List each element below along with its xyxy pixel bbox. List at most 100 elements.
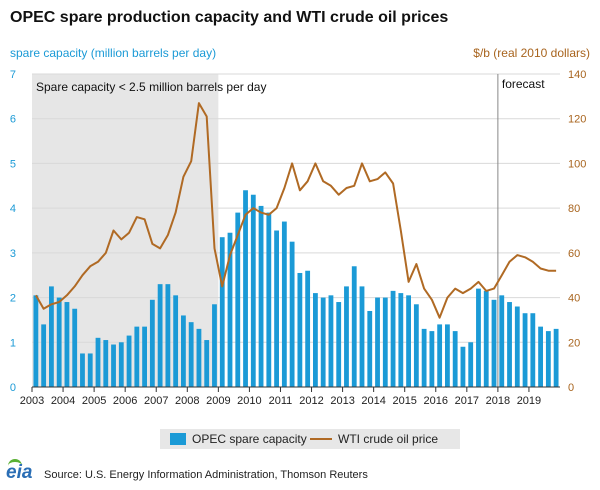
bar: [41, 324, 47, 387]
bar: [181, 315, 186, 387]
bar: [87, 353, 93, 387]
left-tick-label: 0: [10, 382, 16, 394]
x-tick-label: 2016: [424, 395, 448, 407]
right-tick-label: 0: [568, 382, 574, 394]
bar: [476, 288, 481, 387]
bar: [305, 270, 311, 387]
bar: [212, 304, 217, 387]
bar: [281, 221, 287, 387]
left-tick-label: 3: [10, 248, 16, 260]
bar: [328, 295, 334, 387]
right-tick-label: 20: [568, 337, 580, 349]
bar: [204, 340, 210, 387]
left-tick-label: 4: [10, 203, 16, 215]
x-tick-label: 2018: [486, 395, 510, 407]
bar: [530, 313, 536, 387]
bar: [235, 212, 241, 387]
bar: [149, 299, 155, 387]
bar: [188, 322, 194, 387]
bar: [522, 313, 528, 387]
bar: [80, 353, 85, 387]
chart-title: OPEC spare production capacity and WTI c…: [10, 9, 449, 26]
source-note: Source: U.S. Energy Information Administ…: [44, 469, 368, 481]
bar: [507, 302, 512, 387]
bar: [103, 340, 109, 387]
right-tick-label: 80: [568, 203, 580, 215]
bar: [118, 342, 124, 387]
legend-label-bars: OPEC spare capacity: [192, 432, 307, 446]
right-tick-label: 60: [568, 248, 580, 260]
bar: [56, 297, 62, 387]
bar: [165, 284, 171, 387]
bar: [413, 304, 419, 387]
bar: [320, 297, 326, 387]
legend-swatch-line: [310, 438, 332, 440]
x-tick-label: 2017: [455, 395, 479, 407]
bar: [382, 297, 388, 387]
left-tick-label: 1: [10, 337, 16, 349]
left-tick-label: 2: [10, 293, 16, 305]
legend-item-line: WTI crude oil price: [310, 432, 438, 446]
bar: [351, 266, 357, 387]
shaded-region: [32, 74, 219, 387]
bar: [367, 310, 373, 387]
x-tick-label: 2015: [392, 395, 416, 407]
footer: eia Source: U.S. Energy Information Admi…: [0, 459, 600, 486]
left-tick-label: 7: [10, 69, 16, 81]
bar: [196, 328, 202, 387]
x-tick-label: 2019: [517, 395, 541, 407]
bar: [429, 331, 435, 387]
bar: [111, 344, 116, 387]
bar: [344, 286, 349, 387]
bar: [243, 190, 248, 387]
bar: [375, 297, 380, 387]
bar: [250, 194, 256, 387]
bar: [64, 302, 70, 387]
bar: [219, 237, 225, 387]
shaded-region-label: Spare capacity < 2.5 million barrels per…: [36, 80, 266, 94]
bar: [421, 328, 427, 387]
x-tick-label: 2011: [269, 395, 293, 407]
bar: [445, 324, 450, 387]
left-tick-label: 6: [10, 114, 16, 126]
x-tick-label: 2008: [175, 395, 199, 407]
bar: [483, 290, 489, 387]
legend-item-bars: OPEC spare capacity: [170, 432, 307, 446]
legend-swatch-bars: [170, 433, 186, 445]
x-tick-label: 2013: [330, 395, 354, 407]
bar: [491, 299, 497, 387]
x-tick-label: 2012: [299, 395, 323, 407]
right-tick-label: 100: [568, 158, 586, 170]
x-tick-label: 2004: [51, 395, 75, 407]
bar: [157, 284, 163, 387]
bar: [437, 324, 443, 387]
forecast-label: forecast: [502, 77, 545, 91]
bar: [313, 293, 318, 387]
bar: [468, 342, 474, 387]
bar: [227, 232, 233, 387]
bar: [514, 306, 520, 387]
bar: [72, 308, 78, 387]
bar: [274, 230, 279, 387]
right-tick-label: 40: [568, 293, 580, 305]
right-axis-label: $/b (real 2010 dollars): [473, 46, 590, 60]
bar: [258, 205, 264, 387]
bar: [266, 212, 272, 387]
bar: [134, 326, 140, 387]
legend: OPEC spare capacity WTI crude oil price: [160, 429, 460, 449]
right-tick-label: 120: [568, 114, 586, 126]
legend-label-line: WTI crude oil price: [338, 432, 439, 446]
bar: [499, 295, 505, 387]
bar: [452, 331, 458, 387]
bar: [297, 272, 303, 387]
bar: [390, 290, 396, 387]
bar: [538, 326, 543, 387]
x-tick-label: 2003: [20, 395, 44, 407]
bar: [95, 337, 101, 387]
bar: [336, 302, 342, 387]
x-tick-label: 2005: [82, 395, 106, 407]
left-tick-label: 5: [10, 158, 16, 170]
x-tick-label: 2010: [237, 395, 261, 407]
left-axis-label: spare capacity (million barrels per day): [10, 46, 217, 60]
